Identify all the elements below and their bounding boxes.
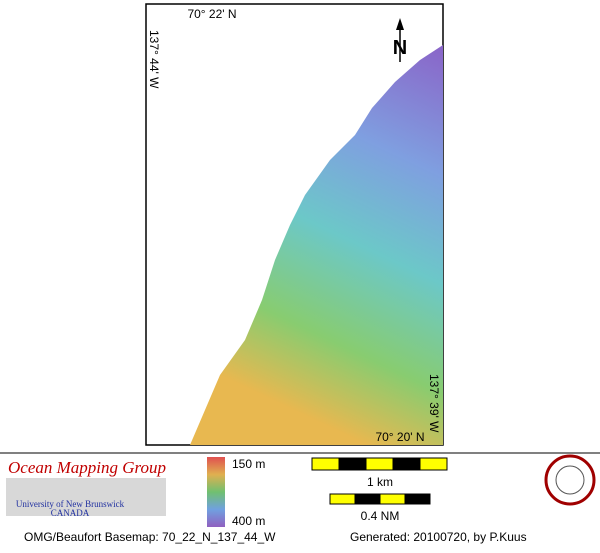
bathymetry	[190, 45, 443, 445]
footer-basemap: OMG/Beaufort Basemap: 70_22_N_137_44_W	[24, 530, 276, 544]
right-longitude: 137° 39' W	[427, 374, 441, 433]
scale-segment	[404, 493, 431, 505]
organization: Ocean Mapping Group	[8, 458, 166, 477]
nm-scale-bar	[329, 493, 431, 505]
depth-colorbar	[207, 457, 225, 527]
north-arrow-label: N	[393, 37, 407, 59]
top-latitude: 70° 22' N	[187, 7, 236, 21]
scale-nm-label: 0.4 NM	[361, 509, 400, 523]
bottom-latitude: 70° 20' N	[375, 430, 424, 444]
seal-logo	[544, 454, 596, 506]
depth-min: 150 m	[232, 457, 265, 471]
scale-segment	[419, 457, 448, 471]
km-scale-bar	[311, 457, 448, 471]
seal-inner	[555, 465, 585, 495]
scale-km-label: 1 km	[367, 475, 393, 489]
scale-segment	[338, 457, 367, 471]
north-arrow-head	[396, 18, 404, 30]
left-longitude: 137° 44' W	[147, 30, 161, 89]
scale-segment	[329, 493, 356, 505]
scale-segment	[365, 457, 394, 471]
scale-segment	[354, 493, 381, 505]
logo-image	[6, 478, 166, 516]
university: University of New Brunswick	[16, 499, 125, 509]
depth-max: 400 m	[232, 514, 265, 528]
scale-segment	[379, 493, 406, 505]
scale-segment	[392, 457, 421, 471]
scale-segment	[311, 457, 340, 471]
country: CANADA	[51, 508, 90, 518]
footer-generated: Generated: 20100720, by P.Kuus	[350, 530, 527, 544]
